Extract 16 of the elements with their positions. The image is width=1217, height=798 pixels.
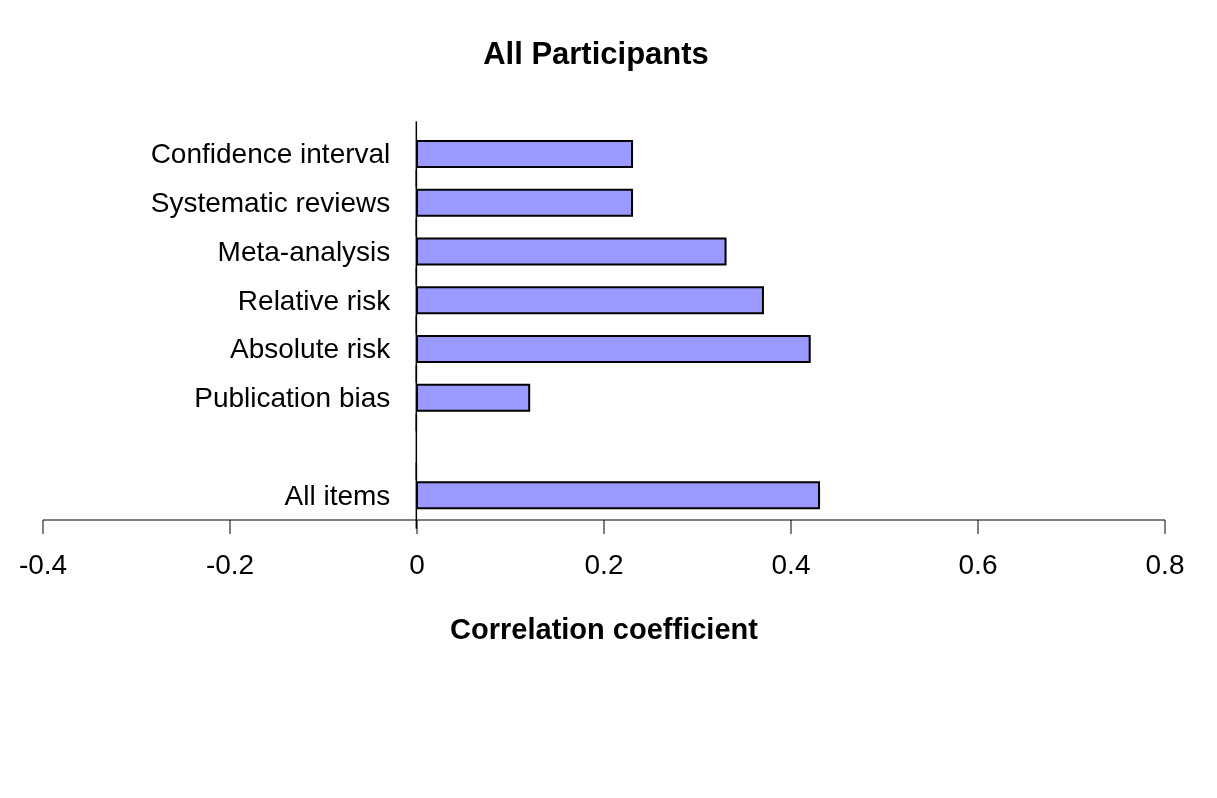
x-tick-label: 0.8: [1145, 548, 1185, 580]
y-tick-label: Absolute risk: [230, 333, 392, 365]
y-tick-label: Meta-analysis: [217, 235, 391, 267]
x-tick-label: 0.2: [584, 548, 624, 580]
y-tick-label: Confidence interval: [150, 138, 391, 170]
y-tick-label: Systematic reviews: [150, 187, 391, 219]
x-tick-label: 0: [409, 548, 425, 580]
y-tick-label: Relative risk: [237, 284, 392, 316]
x-tick-label: 0.6: [958, 548, 998, 580]
x-axis-title: Correlation coefficient: [450, 613, 759, 645]
x-tick-label: -0.2: [205, 548, 255, 580]
y-tick-label: All items: [284, 479, 391, 511]
x-tick-label: -0.4: [18, 548, 68, 580]
chart-title: All Participants: [482, 36, 710, 72]
x-tick-label: 0.4: [771, 548, 811, 580]
y-tick-label: Publication bias: [194, 382, 391, 414]
